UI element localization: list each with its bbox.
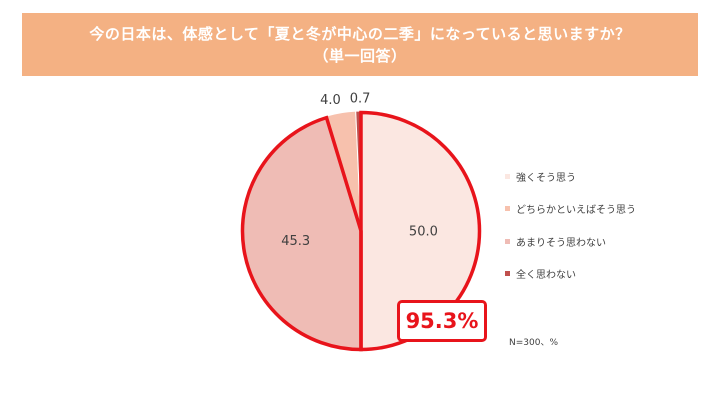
pie-slice-somewhat-disagree-outline (240, 115, 363, 352)
legend-item-strongly-agree: 強くそう思う (505, 170, 636, 184)
legend-label: あまりそう思わない (516, 237, 606, 249)
sample-size-note: N=300、% (509, 338, 559, 348)
legend-swatch (505, 206, 510, 211)
highlight-total-label: 95.3% (405, 309, 479, 333)
label-somewhat-disagree: 45.3 (281, 234, 310, 249)
label-somewhat-agree: 4.0 (320, 93, 341, 108)
chart-title-line2: （単一回答） (313, 46, 407, 65)
legend-label: どちらかといえばそう思う (516, 205, 636, 216)
chart-title-line1: 今の日本は、体感として「夏と冬が中心の二季」になっていると思いますか？ (89, 24, 631, 43)
legend-item-strongly-disagree: 全く思わない (505, 268, 636, 281)
label-strongly-agree: 50.0 (409, 225, 438, 240)
label-strongly-disagree: 0.7 (350, 91, 371, 106)
legend-swatch (505, 238, 510, 244)
highlight-total-badge: 95.3% (397, 300, 487, 342)
legend-item-somewhat-disagree: あまりそう思わない (505, 235, 636, 249)
chart-legend: 強くそう思う どちらかといえばそう思う あまりそう思わない 全く思わない (505, 170, 636, 300)
legend-swatch (505, 271, 510, 276)
chart-title: 今の日本は、体感として「夏と冬が中心の二季」になっていると思いますか？ （単一回… (22, 13, 698, 76)
legend-item-somewhat-agree: どちらかといえばそう思う (505, 203, 636, 216)
legend-label: 強くそう思う (516, 172, 576, 184)
legend-label: 全く思わない (516, 270, 576, 281)
legend-swatch (505, 173, 510, 179)
